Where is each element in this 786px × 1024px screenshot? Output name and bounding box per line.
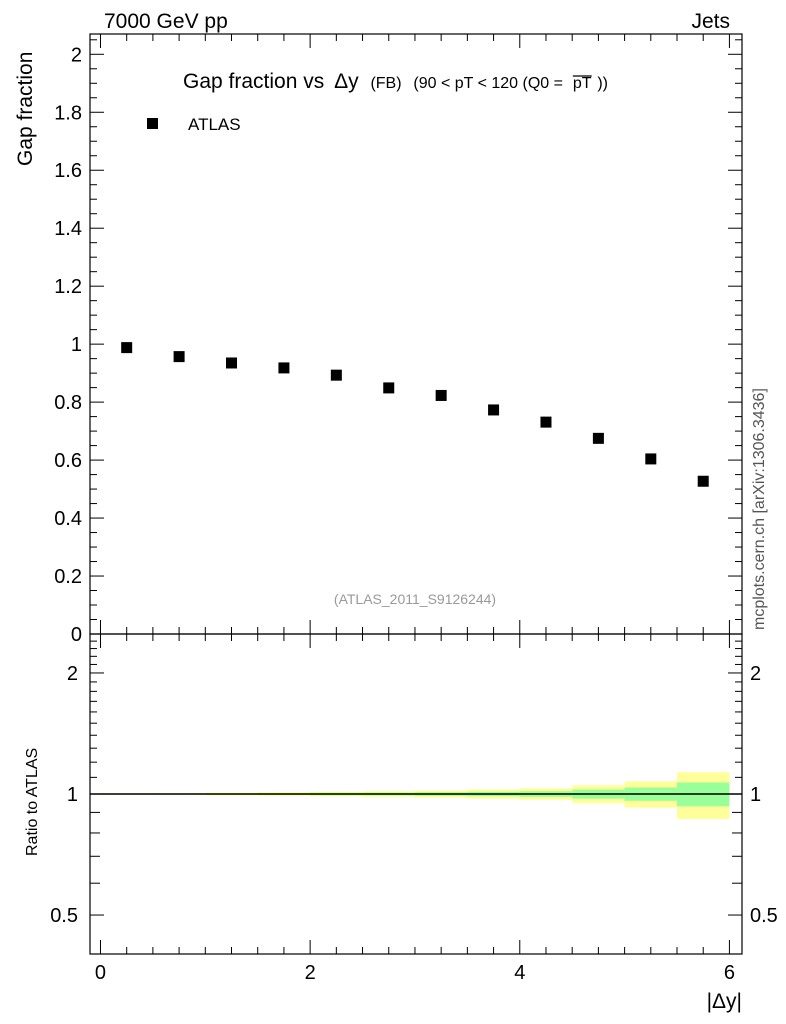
main-y-tick-label: 1.6 xyxy=(54,160,82,182)
main-axes: 0 0.2 0.4 0.6 0.8 1 1.2 1.4 1.6 1.8 2 xyxy=(54,34,742,646)
ratio-panel: 0.5 0.5 1 1 2 2 0 2 4 6 Ratio to ATLAS |Δy| xyxy=(24,633,778,1013)
title-delta: Δy xyxy=(334,70,359,93)
data-point xyxy=(592,432,604,444)
legend-label: ATLAS xyxy=(188,115,241,134)
main-y-axis-label: Gap fraction xyxy=(14,52,37,166)
data-point xyxy=(278,362,290,374)
data-point xyxy=(383,382,395,394)
ratio-y-tick-label-right: 0.5 xyxy=(750,905,778,927)
ratio-y-tick-label-right: 1 xyxy=(750,784,761,806)
ratio-y-tick-label-right: 2 xyxy=(750,663,761,685)
ratio-frame xyxy=(89,633,743,955)
x-tick-label: 0 xyxy=(95,962,106,984)
main-panel: Gap fraction vs Δy (FB) (90 < pT < 120 (… xyxy=(14,33,743,646)
data-point xyxy=(697,475,709,487)
data-point xyxy=(226,357,238,369)
legend-marker xyxy=(147,118,158,129)
main-y-tick-label: 1 xyxy=(71,334,82,356)
data-point xyxy=(645,453,657,465)
title-close: )) xyxy=(597,75,608,92)
ratio-y-tick-label: 0.5 xyxy=(50,905,78,927)
main-y-tick-label: 0.6 xyxy=(54,450,82,472)
main-y-tick-label: 1.2 xyxy=(54,276,82,298)
ratio-y-tick-label: 1 xyxy=(67,784,78,806)
main-y-tick-label: 1.4 xyxy=(54,218,82,240)
data-point xyxy=(435,389,447,401)
main-y-tick-label: 0.2 xyxy=(54,566,82,588)
ratio-axes: 0.5 0.5 1 1 2 2 0 2 4 6 xyxy=(50,634,778,984)
main-y-tick-label: 0.4 xyxy=(54,508,82,530)
main-y-tick-label: 2 xyxy=(71,44,82,66)
title-fb: (FB) xyxy=(370,75,401,92)
data-point xyxy=(488,404,500,416)
x-tick-label: 4 xyxy=(514,962,525,984)
data-point xyxy=(330,369,342,381)
source-label: mcplots.cern.ch [arXiv:1306.3436] xyxy=(751,388,768,630)
title-main: Gap fraction vs xyxy=(183,70,324,93)
main-chart-title: Gap fraction vs Δy (FB) (90 < pT < 120 (… xyxy=(183,70,608,93)
data-point xyxy=(540,416,552,428)
process-label: Jets xyxy=(691,10,730,33)
x-tick-label: 2 xyxy=(305,962,316,984)
title-qbar: pT xyxy=(573,75,592,92)
ratio-y-axis-label: Ratio to ATLAS xyxy=(24,748,41,856)
main-y-tick-label: 0 xyxy=(71,624,82,646)
main-y-tick-label: 0.8 xyxy=(54,392,82,414)
x-tick-label: 6 xyxy=(724,962,735,984)
energy-label: 7000 GeV pp xyxy=(104,10,228,33)
main-points xyxy=(121,342,709,487)
title-cut: (90 < pT < 120 (Q0 = xyxy=(413,75,563,92)
main-y-tick-label: 1.8 xyxy=(54,102,82,124)
x-axis-label: |Δy| xyxy=(707,990,742,1013)
ratio-bands xyxy=(90,772,742,819)
analysis-watermark: (ATLAS_2011_S9126244) xyxy=(334,591,496,607)
data-point xyxy=(173,351,185,363)
data-point xyxy=(121,342,133,354)
ratio-y-tick-label: 2 xyxy=(67,663,78,685)
